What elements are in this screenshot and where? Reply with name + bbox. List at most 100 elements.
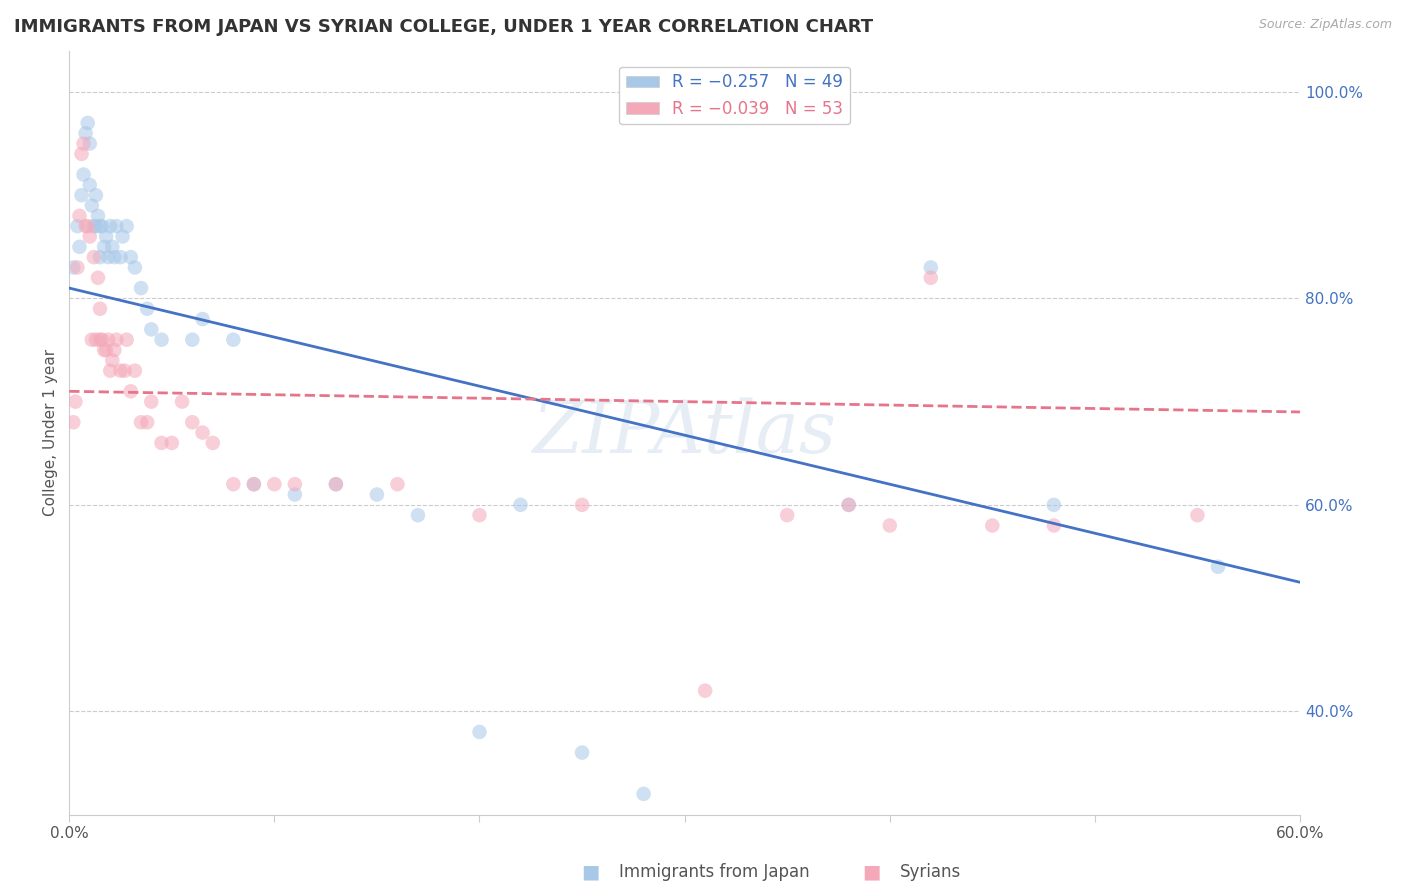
Point [1187,508,1209,523]
Point [263,477,285,491]
Point [181,333,204,347]
Point [84,219,107,234]
Point [571,498,593,512]
Text: IMMIGRANTS FROM JAPAN VS SYRIAN COLLEGE, UNDER 1 YEAR CORRELATION CHART: IMMIGRANTS FROM JAPAN VS SYRIAN COLLEGE,… [14,18,873,36]
Text: ZIPAtlas: ZIPAtlas [533,397,837,468]
Point [97,333,120,347]
Point [87,209,110,223]
Point [695,683,717,698]
Point [150,436,173,450]
Point [76,116,98,130]
Text: Syrians: Syrians [900,863,962,881]
Point [136,301,159,316]
Point [136,415,159,429]
Point [98,219,121,234]
Point [70,147,93,161]
Legend: R = −0.257   N = 49, R = −0.039   N = 53: R = −0.257 N = 49, R = −0.039 N = 53 [619,67,851,124]
Point [89,219,111,234]
Point [83,219,105,234]
Point [633,787,655,801]
Point [571,746,593,760]
Point [920,270,942,285]
Point [97,250,120,264]
Point [181,415,204,429]
Point [83,250,105,264]
Text: Source: ZipAtlas.com: Source: ZipAtlas.com [1258,18,1392,31]
Point [325,477,347,491]
Point [243,477,266,491]
Point [201,436,224,450]
Point [80,198,103,212]
Point [98,364,121,378]
Point [468,725,491,739]
Point [879,518,901,533]
Point [75,126,97,140]
Text: ■: ■ [862,863,882,882]
Point [243,477,266,491]
Y-axis label: College, Under 1 year: College, Under 1 year [44,349,58,516]
Point [114,364,136,378]
Point [76,219,98,234]
Point [141,322,163,336]
Point [96,229,118,244]
Point [284,487,307,501]
Point [65,394,87,409]
Point [89,301,111,316]
Point [93,240,115,254]
Point [87,270,110,285]
Point [93,343,115,357]
Point [129,415,152,429]
Point [838,498,860,512]
Point [920,260,942,275]
Point [141,394,163,409]
Point [406,508,429,523]
Point [1206,559,1229,574]
Point [72,136,94,151]
Point [776,508,799,523]
Point [91,333,114,347]
Point [387,477,409,491]
Point [222,333,245,347]
Point [105,333,128,347]
Point [191,425,214,440]
Point [89,250,111,264]
Point [1043,518,1066,533]
Point [160,436,183,450]
Point [69,240,91,254]
Point [120,384,142,399]
Point [69,209,91,223]
Point [66,219,89,234]
Point [129,281,152,295]
Point [75,219,97,234]
Point [110,250,132,264]
Point [84,188,107,202]
Point [103,250,125,264]
Point [150,333,173,347]
Text: Immigrants from Japan: Immigrants from Japan [619,863,810,881]
Point [222,477,245,491]
Point [124,364,146,378]
Point [325,477,347,491]
Point [62,415,84,429]
Text: ■: ■ [581,863,600,882]
Point [105,219,128,234]
Point [79,136,101,151]
Point [62,260,84,275]
Point [115,219,138,234]
Point [115,333,138,347]
Point [838,498,860,512]
Point [1043,498,1066,512]
Point [66,260,89,275]
Point [101,353,124,368]
Point [110,364,132,378]
Point [284,477,307,491]
Point [366,487,388,501]
Point [111,229,134,244]
Point [80,333,103,347]
Point [79,229,101,244]
Point [509,498,531,512]
Point [191,312,214,326]
Point [79,178,101,192]
Point [170,394,193,409]
Point [981,518,1004,533]
